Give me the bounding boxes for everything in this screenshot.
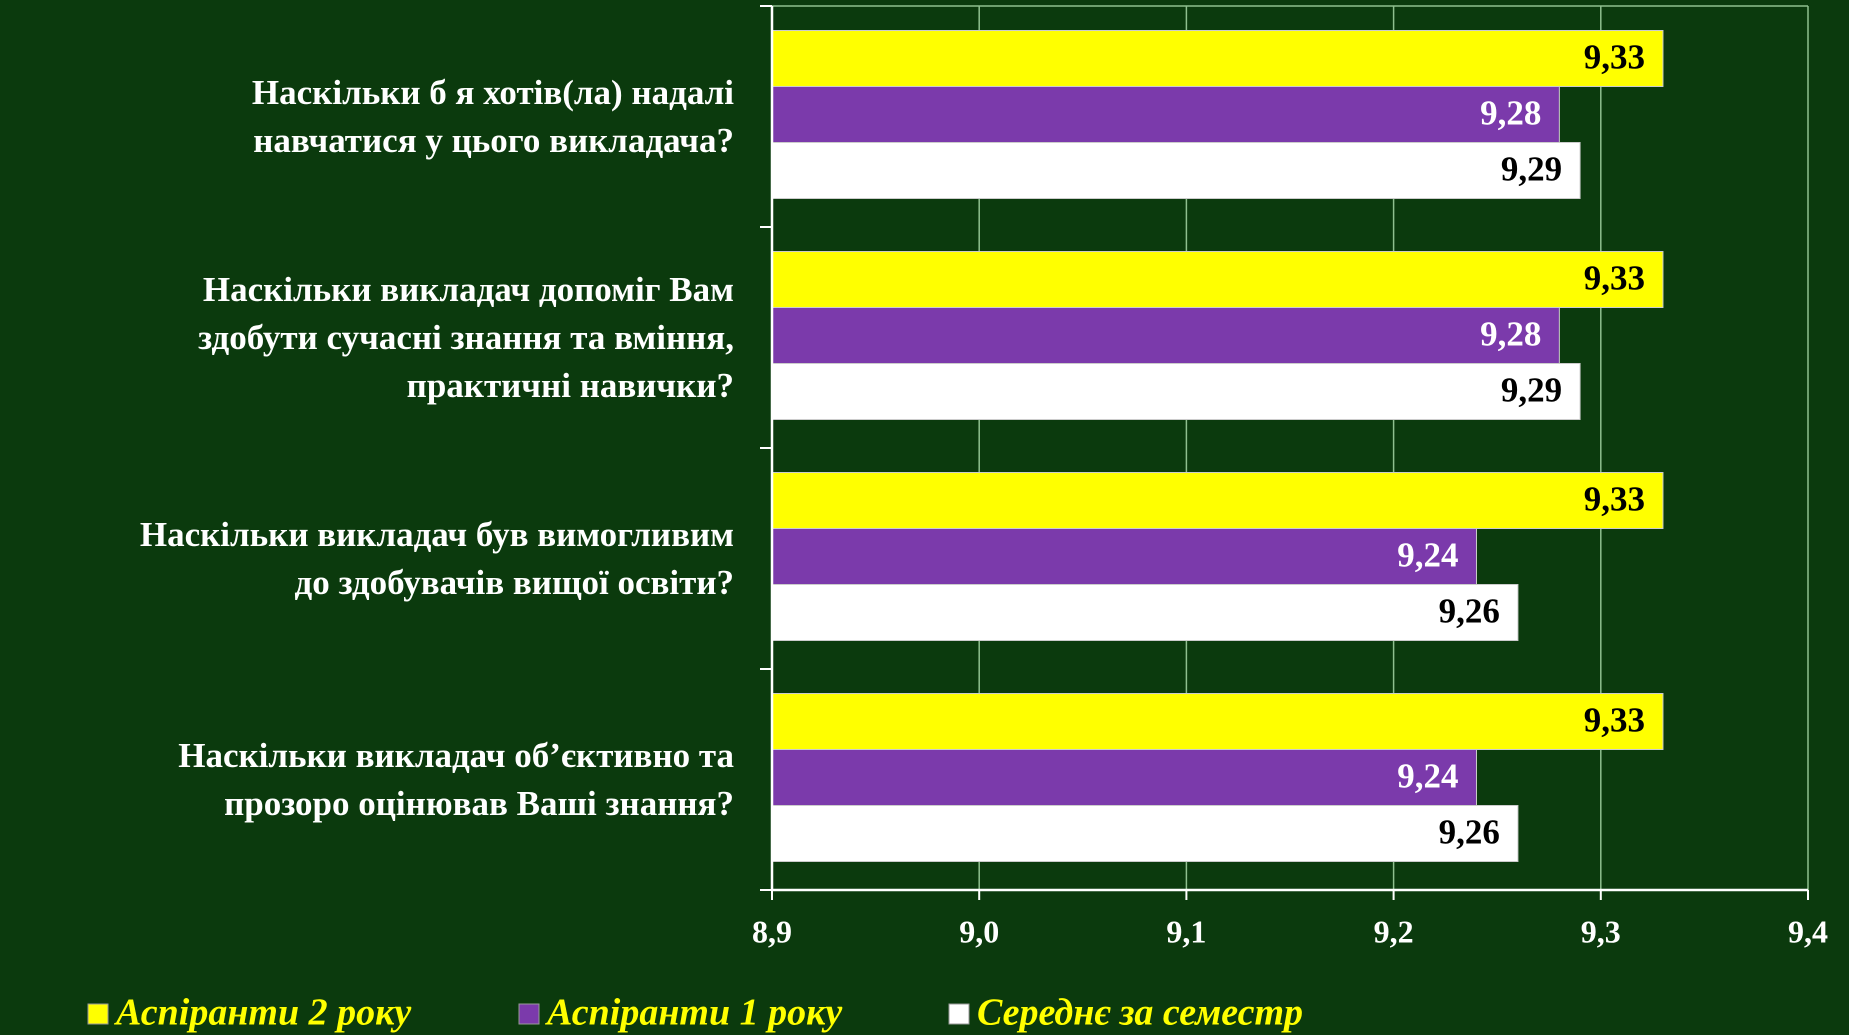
value-label: 9,33 bbox=[1584, 38, 1645, 77]
x-tick-label: 8,9 bbox=[752, 913, 792, 949]
value-label: 9,28 bbox=[1480, 315, 1541, 354]
bar bbox=[771, 472, 1664, 529]
bar bbox=[771, 584, 1519, 641]
value-label: 9,26 bbox=[1439, 592, 1500, 631]
legend-label: Середнє за семестр bbox=[977, 992, 1303, 1034]
bar bbox=[771, 693, 1664, 750]
bar bbox=[771, 142, 1581, 199]
bar bbox=[771, 307, 1560, 364]
bar bbox=[771, 86, 1560, 143]
value-label: 9,29 bbox=[1501, 371, 1562, 410]
x-tick-label: 9,1 bbox=[1166, 913, 1206, 949]
bar bbox=[771, 363, 1581, 420]
bar bbox=[771, 805, 1519, 862]
value-label: 9,29 bbox=[1501, 150, 1562, 189]
category-label: Наскільки б я хотів(ла) надалі навчатися… bbox=[251, 72, 734, 160]
x-tick-label: 9,3 bbox=[1581, 913, 1621, 949]
value-label: 9,28 bbox=[1480, 94, 1541, 133]
value-label: 9,33 bbox=[1584, 480, 1645, 519]
category-label: Наскільки викладач допоміг Вам здобути с… bbox=[198, 269, 734, 405]
x-tick-label: 9,2 bbox=[1374, 913, 1414, 949]
value-label: 9,33 bbox=[1584, 259, 1645, 298]
x-tick-label: 9,4 bbox=[1788, 913, 1828, 949]
legend-swatch bbox=[948, 1003, 970, 1025]
x-tick-label: 9,0 bbox=[959, 913, 999, 949]
legend-swatch bbox=[518, 1003, 540, 1025]
bar bbox=[771, 251, 1664, 308]
category-label: Наскільки викладач був вимогливим до здо… bbox=[139, 514, 734, 602]
legend-label: Аспіранти 2 року bbox=[114, 992, 411, 1034]
category-label: Наскільки викладач об’єктивно та прозоро… bbox=[178, 735, 734, 823]
value-label: 9,26 bbox=[1439, 813, 1500, 852]
value-label: 9,24 bbox=[1397, 757, 1458, 796]
legend-label: Аспіранти 1 року bbox=[545, 992, 842, 1034]
value-label: 9,24 bbox=[1397, 536, 1458, 575]
value-label: 9,33 bbox=[1584, 701, 1645, 740]
bar bbox=[771, 30, 1664, 87]
legend-swatch bbox=[87, 1003, 109, 1025]
bar bbox=[771, 528, 1477, 585]
bar bbox=[771, 749, 1477, 806]
